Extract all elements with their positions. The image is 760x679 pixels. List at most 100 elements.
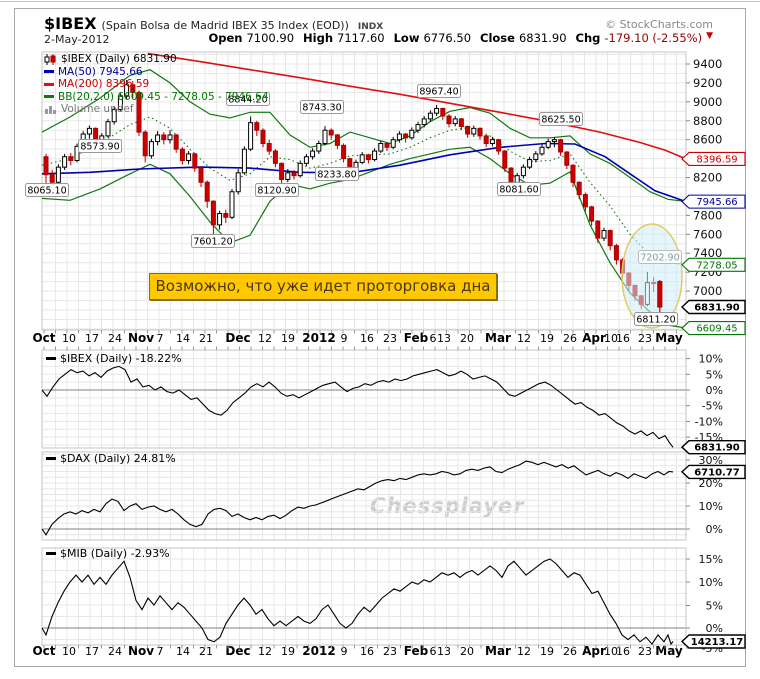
candle-body [279, 162, 285, 180]
x-axis-label: 12 [258, 645, 272, 658]
candle-body [43, 156, 49, 176]
candle-body [372, 150, 378, 161]
pct-axis-label: 15% [699, 553, 723, 566]
ma200-dash-icon [44, 82, 54, 86]
header-title-row: $IBEX (Spain Bolsa de Madrid IBEX 35 Ind… [44, 14, 383, 33]
candle-body [167, 134, 173, 141]
x-axis-label: 17 [85, 645, 99, 658]
x-axis-label: 12 [258, 332, 272, 345]
x-axis-label: 16 [360, 645, 374, 658]
candle-body [551, 139, 557, 143]
price-annotation [497, 182, 541, 196]
plot-border [41, 547, 687, 646]
y-axis-label: 7000 [693, 284, 722, 298]
candle-body [155, 134, 161, 143]
candle-body [595, 220, 601, 239]
candle-body [55, 166, 61, 183]
candle-body [390, 139, 396, 148]
candle-body [520, 166, 526, 177]
bb-mid-line [41, 116, 687, 266]
y-axis-label: 7600 [693, 227, 722, 241]
panel-line [41, 460, 674, 536]
candle-body [235, 172, 241, 193]
chg-pair: Chg -179.10 (-2.55%) ▼ [576, 31, 713, 45]
candle-body [477, 127, 483, 137]
annotation-text: 8743.30 [302, 103, 341, 114]
candle-body [601, 230, 607, 239]
candle-body [359, 154, 365, 163]
legend-ibex-row: $IBEX (Daily) 6831.90 [44, 53, 269, 66]
copyright: © StockCharts.com [605, 18, 713, 31]
price-box [680, 634, 746, 649]
candle-body [124, 84, 130, 97]
x-axis-label: 16 [616, 645, 630, 658]
top-rule [0, 1, 760, 2]
candle-body [111, 108, 117, 123]
x-axis-label: Feb [404, 331, 429, 345]
price-box [681, 151, 746, 166]
legend-ma200-row: MA(200) 8396.59 [44, 78, 269, 91]
x-axis-label: May [655, 331, 683, 345]
x-axis-label: 23 [383, 645, 397, 658]
x-axis-label: 21 [199, 332, 213, 345]
candle-body [458, 118, 464, 127]
pct-axis-label: 5% [706, 600, 723, 613]
candle-body [322, 129, 328, 144]
panel-mib-label: $MIB (Daily) -2.93% [60, 547, 170, 560]
price-box [680, 440, 746, 455]
legend-ma200-label: MA(200) 8396.59 [58, 78, 150, 90]
chart-date: 2-May-2012 [44, 33, 110, 46]
candle-body [74, 145, 80, 162]
x-axis-label: 21 [199, 645, 213, 658]
high-pair: High 7117.60 [303, 31, 385, 45]
x-axis-label: 26 [563, 332, 577, 345]
ma200-line [147, 52, 687, 160]
x-axis-label: Dec [225, 331, 250, 345]
line-dash-icon [46, 457, 56, 460]
x-axis-label: 10 [604, 332, 618, 345]
x-axis-label: 24 [108, 645, 122, 658]
price-box-text: 14213.17 [691, 637, 744, 648]
open-value: 7100.90 [246, 31, 295, 45]
x-axis-label: Nov [128, 331, 154, 345]
exchange-label: INDX [357, 22, 384, 32]
x-axis-label: 23 [638, 332, 652, 345]
candle-body [161, 134, 167, 141]
candle-body [136, 91, 142, 133]
candle-body [272, 150, 278, 164]
symbol: $IBEX [44, 14, 97, 33]
x-axis-label: 7 [157, 645, 164, 658]
annotation-text: 8625.50 [541, 115, 580, 126]
x-axis-label: 20 [460, 645, 474, 658]
pct-axis-label: 20% [699, 477, 723, 490]
pct-axis-label: 0% [706, 622, 723, 635]
legend-ibex-label: $IBEX (Daily) 6831.90 [61, 53, 177, 65]
price-annotation [78, 139, 122, 153]
x-axis-label: Oct [32, 331, 55, 345]
candle-body [86, 127, 92, 135]
pct-axis-label: 30% [699, 454, 723, 467]
close-pair: Close 6831.90 [480, 31, 567, 45]
legend-bb-row: BB(20,2.0) 6609.45 - 7278.05 - 7946.64 [44, 91, 269, 104]
candle-body [657, 281, 663, 308]
panel-mib-legend: $MIB (Daily) -2.93% [46, 547, 170, 560]
candle-body [49, 174, 55, 183]
x-axis-label: 13 [437, 645, 451, 658]
pct-axis-label: 0% [706, 384, 723, 397]
candle-body [496, 139, 502, 152]
candle-body [173, 134, 179, 150]
x-axis-label: 24 [108, 332, 122, 345]
x-axis-label: 12 [517, 645, 531, 658]
price-annotation [634, 312, 678, 326]
candle-body [248, 122, 254, 150]
candle-body [613, 245, 619, 261]
x-axis-label: 23 [638, 645, 652, 658]
price-box-text: 6831.90 [694, 303, 740, 314]
candle-body [217, 213, 223, 226]
candle-body [508, 167, 514, 185]
bb-upper-line [41, 69, 687, 203]
close-label: Close [480, 31, 515, 45]
y-axis-label: 8600 [693, 133, 722, 147]
panel-line [41, 558, 674, 646]
